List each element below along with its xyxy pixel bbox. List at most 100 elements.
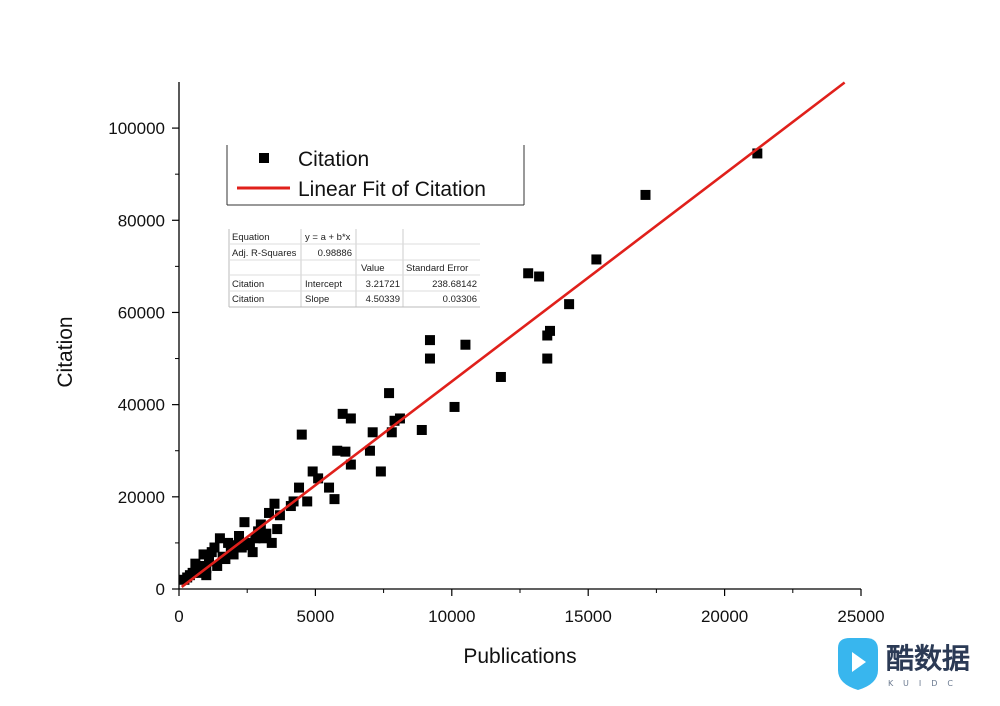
data-point xyxy=(214,533,225,544)
data-point xyxy=(313,473,324,484)
y-axis-title: Citation xyxy=(54,316,77,387)
legend-label-fit: Linear Fit of Citation xyxy=(298,178,486,201)
play-shield-icon xyxy=(838,638,878,690)
x-tick-label: 20000 xyxy=(701,607,748,626)
data-point xyxy=(190,558,201,569)
data-point xyxy=(242,540,253,551)
data-point xyxy=(542,330,553,341)
data-points xyxy=(179,148,763,585)
stats-adj-r-label: Adj. R-Squares xyxy=(232,248,297,259)
data-point xyxy=(329,494,340,505)
data-point xyxy=(523,268,534,279)
data-point xyxy=(340,446,351,457)
data-point xyxy=(220,554,231,565)
stats-col-error: Standard Error xyxy=(406,263,468,274)
data-point xyxy=(542,353,553,364)
data-point xyxy=(307,466,318,477)
data-point xyxy=(272,524,283,535)
x-tick-label: 5000 xyxy=(296,607,334,626)
data-point xyxy=(250,533,261,544)
data-point xyxy=(302,496,313,507)
data-point xyxy=(274,510,285,521)
data-point xyxy=(424,353,435,364)
data-point xyxy=(239,517,250,528)
data-point xyxy=(296,429,307,440)
data-point xyxy=(460,339,471,350)
data-point xyxy=(384,388,395,399)
data-point xyxy=(269,498,280,509)
data-point xyxy=(389,415,400,426)
data-point xyxy=(258,533,269,544)
stats-equation-value: y = a + b*x xyxy=(305,232,351,243)
stats-row-series: Citation xyxy=(232,279,264,290)
data-point xyxy=(228,549,239,560)
y-tick-label: 40000 xyxy=(118,396,165,415)
data-point xyxy=(285,501,296,512)
data-point xyxy=(255,519,266,530)
watermark-subtext: KUIDC xyxy=(888,679,963,688)
fit-statistics-table: Equation y = a + b*x Adj. R-Squares 0.98… xyxy=(228,229,480,308)
data-point xyxy=(345,413,356,424)
data-point xyxy=(364,445,375,456)
x-axis-title: Publications xyxy=(463,645,576,668)
data-point xyxy=(416,424,427,435)
y-tick-label: 80000 xyxy=(118,211,165,230)
data-point xyxy=(337,408,348,419)
data-point xyxy=(204,556,215,567)
data-point xyxy=(198,549,209,560)
data-point xyxy=(247,547,258,558)
data-point xyxy=(223,537,234,548)
data-point xyxy=(253,526,264,537)
y-tick-label: 60000 xyxy=(118,303,165,322)
x-tick-label: 25000 xyxy=(837,607,884,626)
stats-equation-label: Equation xyxy=(232,232,270,243)
fit-line-group xyxy=(180,81,846,588)
data-point xyxy=(367,427,378,438)
y-tick-label: 100000 xyxy=(108,119,165,138)
data-point xyxy=(234,530,245,541)
y-tick-label: 0 xyxy=(156,580,165,599)
data-point xyxy=(266,537,277,548)
stats-row-error: 238.68142 xyxy=(432,279,477,290)
stats-adj-r-value: 0.98886 xyxy=(318,248,352,259)
legend: Citation Linear Fit of Citation xyxy=(226,145,525,206)
stats-row-value: 4.50339 xyxy=(366,294,400,305)
data-point xyxy=(236,542,247,553)
y-tick-label: 20000 xyxy=(118,488,165,507)
data-point xyxy=(752,148,763,159)
legend-marker-citation xyxy=(259,153,269,163)
data-point xyxy=(375,466,386,477)
x-tick-label: 15000 xyxy=(565,607,612,626)
watermark-text: 酷数据 xyxy=(886,642,970,675)
stats-table-background xyxy=(229,229,480,307)
data-point xyxy=(345,459,356,470)
stats-row-series: Citation xyxy=(232,294,264,305)
fit-line xyxy=(180,81,846,588)
stats-row-param: Intercept xyxy=(305,279,342,290)
data-point xyxy=(495,371,506,382)
stats-row-value: 3.21721 xyxy=(366,279,400,290)
stats-col-value: Value xyxy=(361,263,385,274)
data-point xyxy=(640,189,651,200)
stats-row-param: Slope xyxy=(305,294,329,305)
data-point xyxy=(201,570,212,581)
data-point xyxy=(394,413,405,424)
data-point xyxy=(294,482,305,493)
data-point xyxy=(564,299,575,310)
data-point xyxy=(206,547,217,558)
data-point xyxy=(324,482,335,493)
data-point xyxy=(424,335,435,346)
data-point xyxy=(386,427,397,438)
data-point xyxy=(179,574,190,585)
y-axis: 0 20000 40000 60000 80000 100000 xyxy=(108,82,180,599)
x-axis: 0 5000 10000 15000 20000 25000 xyxy=(174,588,885,626)
stats-row-error: 0.03306 xyxy=(443,294,477,305)
data-point xyxy=(591,254,602,265)
data-point xyxy=(332,445,343,456)
watermark: 酷数据 KUIDC xyxy=(838,638,970,690)
x-tick-label: 0 xyxy=(174,607,183,626)
data-point xyxy=(264,507,275,518)
x-tick-label: 10000 xyxy=(428,607,475,626)
data-point xyxy=(449,401,460,412)
